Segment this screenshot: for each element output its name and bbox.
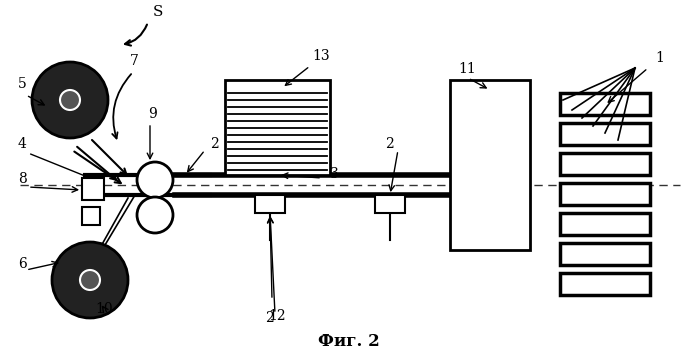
Text: Фиг. 2: Фиг. 2 bbox=[318, 334, 380, 350]
Text: 2: 2 bbox=[265, 311, 274, 325]
Circle shape bbox=[52, 242, 128, 318]
Bar bbox=[82, 178, 104, 200]
Circle shape bbox=[32, 62, 108, 138]
Bar bbox=[82, 207, 100, 225]
Text: 4: 4 bbox=[18, 137, 27, 151]
Circle shape bbox=[137, 197, 173, 233]
Bar bbox=[450, 80, 530, 250]
Bar bbox=[560, 213, 650, 235]
Text: 3: 3 bbox=[330, 167, 339, 181]
Text: 8: 8 bbox=[18, 172, 27, 186]
Bar bbox=[560, 243, 650, 265]
Bar bbox=[560, 123, 650, 145]
Bar bbox=[255, 195, 285, 213]
Circle shape bbox=[60, 90, 80, 110]
Text: 1: 1 bbox=[655, 51, 664, 65]
Bar bbox=[560, 93, 650, 115]
Text: 12: 12 bbox=[268, 309, 286, 323]
Text: 10: 10 bbox=[95, 302, 113, 316]
Circle shape bbox=[137, 162, 173, 198]
Bar bbox=[225, 80, 330, 175]
Text: 5: 5 bbox=[18, 77, 27, 91]
Text: 7: 7 bbox=[130, 54, 139, 68]
Bar bbox=[560, 273, 650, 295]
Text: 13: 13 bbox=[312, 49, 330, 63]
Bar bbox=[560, 153, 650, 175]
Text: 6: 6 bbox=[18, 257, 27, 271]
Bar bbox=[560, 183, 650, 205]
Text: 11: 11 bbox=[458, 62, 476, 76]
Text: 2: 2 bbox=[385, 137, 394, 151]
Text: 9: 9 bbox=[148, 107, 157, 121]
Text: S: S bbox=[153, 5, 164, 19]
Circle shape bbox=[80, 270, 100, 290]
Text: 2: 2 bbox=[210, 137, 219, 151]
Bar bbox=[375, 195, 405, 213]
